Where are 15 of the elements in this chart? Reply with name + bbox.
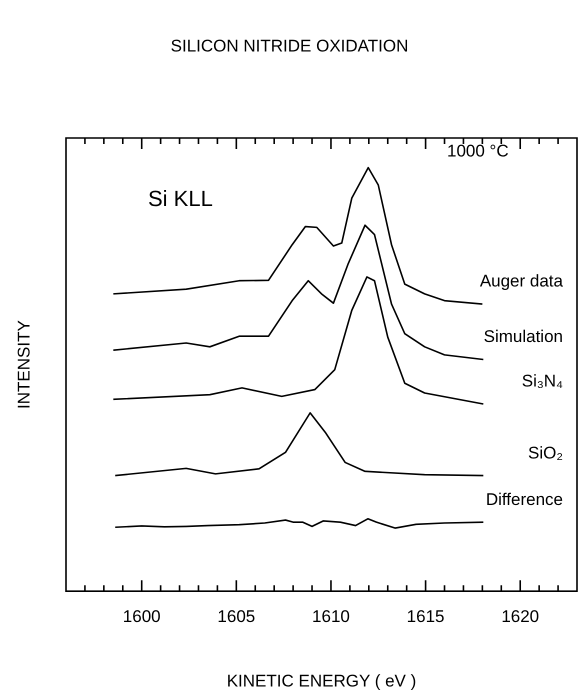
text: SiO₂ (528, 443, 563, 462)
x-tick-label: 1615 (406, 607, 445, 626)
chart-title: SILICON NITRIDE OXIDATION (170, 36, 408, 56)
x-tick-label: 1600 (122, 607, 161, 626)
series-label: Difference (486, 490, 563, 509)
text: 1000 °C (447, 142, 509, 161)
x-tick-label: 1605 (217, 607, 256, 626)
series-label: Simulation (484, 327, 563, 346)
series-label: Auger data (480, 272, 564, 291)
annotation: Si KLL (148, 186, 213, 212)
x-axis-title: KINETIC ENERGY ( eV ) (226, 671, 416, 690)
y-axis-title: INTENSITY (14, 320, 34, 409)
x-tick-label: 1610 (312, 607, 350, 626)
x-tick-label: 1620 (501, 607, 540, 626)
text: Si₃N₄ (522, 372, 564, 391)
